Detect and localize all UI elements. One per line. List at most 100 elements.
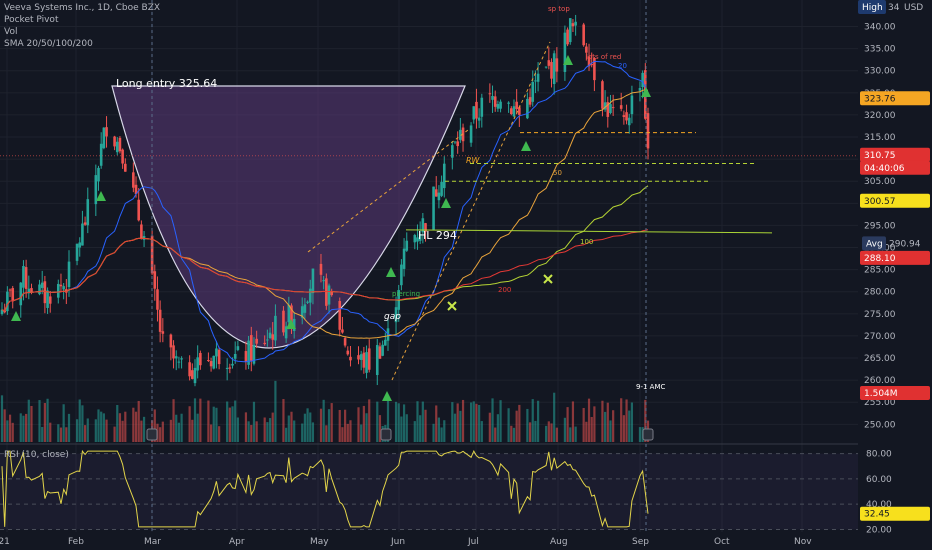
- candle-body: [362, 352, 366, 368]
- volume-bar: [137, 400, 140, 442]
- sma100-label: 100: [580, 238, 594, 246]
- volume-bar: [0, 395, 4, 442]
- sma50-price-badge: 323.76: [864, 94, 896, 104]
- volume-bar: [547, 421, 550, 442]
- y-tick-label: 320.00: [864, 111, 896, 121]
- price-badges: High 34 USD 323.76 310.75 04:40:06 300.57 Avg 29…: [858, 0, 930, 521]
- candle-body: [225, 367, 229, 370]
- volume-bar: [419, 415, 422, 442]
- volume-bar: [612, 410, 615, 442]
- volume-bar: [244, 412, 248, 442]
- volume-bar: [132, 407, 135, 442]
- volume-bar: [62, 404, 65, 442]
- indicator-pocket-pivot[interactable]: Pocket Pivot: [4, 15, 59, 25]
- volume-bar: [287, 415, 290, 442]
- volume-bar: [25, 413, 28, 442]
- candle-body: [571, 23, 575, 27]
- candle-body: [124, 163, 127, 172]
- rsi-line: [1, 449, 649, 528]
- candle-body: [249, 335, 253, 361]
- volume-bar: [368, 399, 371, 442]
- volume-bar: [413, 421, 416, 442]
- candle-body: [327, 285, 331, 305]
- volume-bar: [349, 420, 352, 442]
- candle-body: [625, 112, 628, 121]
- x-tick-label: Apr: [229, 537, 245, 547]
- countdown-badge: 04:40:06: [864, 164, 905, 174]
- candle-body: [499, 101, 502, 109]
- volume-bar: [563, 417, 567, 442]
- indicator-sma[interactable]: SMA 20/50/100/200: [4, 39, 93, 49]
- volume-bar: [161, 421, 164, 442]
- volume-bar: [507, 408, 510, 442]
- candle-body: [290, 305, 293, 328]
- volume-bar: [365, 413, 368, 442]
- volume-bar: [301, 423, 304, 442]
- y-tick-label: 265.00: [864, 354, 896, 364]
- rsi-tick-label: 60.00: [866, 475, 892, 485]
- candle-body: [244, 351, 248, 362]
- sma200-price-badge: 288.10: [864, 254, 896, 264]
- volume-bar: [226, 401, 229, 442]
- candle-body: [207, 359, 210, 361]
- candle-body: [56, 283, 60, 298]
- rsi-tick-label: 80.00: [866, 450, 892, 460]
- x-tick-label: Oct: [714, 537, 730, 547]
- symbol-title[interactable]: Veeva Systems Inc., 1D, Cboe BZX: [4, 3, 161, 13]
- volume-bar: [571, 401, 575, 442]
- currency-label: USD: [904, 3, 923, 13]
- candle-body: [384, 339, 387, 346]
- volume-bar: [49, 422, 52, 442]
- x-tick-label: Mar: [144, 537, 161, 547]
- rsi-value-badge-bg: [860, 506, 930, 521]
- volume-bar: [207, 400, 210, 442]
- volume-bar: [153, 409, 156, 442]
- candle-body: [646, 113, 650, 149]
- volume-bar: [209, 424, 213, 442]
- candle-body: [113, 136, 116, 147]
- candle-body: [609, 104, 612, 114]
- candle-body: [378, 346, 382, 359]
- candle-body: [442, 163, 446, 189]
- y-tick-label: 250.00: [864, 420, 896, 430]
- volume-bar: [405, 414, 408, 442]
- volume-bar: [41, 426, 44, 442]
- candle-body: [536, 73, 540, 82]
- volume-bar: [400, 416, 403, 442]
- volume-bar: [199, 398, 202, 442]
- rsi-legend[interactable]: RSI (10, close): [4, 450, 69, 460]
- volume-bar: [231, 406, 234, 442]
- volume-bar: [628, 410, 631, 442]
- volume-bar: [100, 411, 103, 442]
- candle-body: [158, 309, 162, 332]
- volume-bar: [327, 409, 331, 442]
- candle-body: [375, 345, 379, 375]
- volume-badge: 1.504M: [864, 389, 898, 399]
- candle-body: [287, 304, 291, 323]
- volume-bar: [19, 413, 22, 442]
- candle-body: [319, 263, 323, 275]
- candle-body: [394, 307, 398, 323]
- volume-bar: [341, 427, 344, 442]
- volume-bar: [134, 411, 138, 442]
- rsi-value-badge: 32.45: [864, 510, 890, 520]
- indicator-vol[interactable]: Vol: [4, 27, 18, 37]
- volume-bar: [75, 419, 79, 442]
- candle-body: [217, 349, 221, 365]
- sma200-label: 200: [498, 286, 512, 294]
- volume-bar: [499, 400, 502, 442]
- volume-bar: [620, 398, 623, 442]
- volume-bar: [247, 421, 250, 442]
- candle-body: [81, 223, 84, 246]
- candle-body: [169, 334, 173, 348]
- candle-body: [30, 288, 33, 293]
- volume-bar: [234, 400, 237, 442]
- candle-body: [292, 318, 296, 331]
- pocket-pivot-marker: [386, 267, 396, 277]
- candle-body: [534, 80, 537, 82]
- volume-bar: [102, 413, 105, 442]
- volume-bar: [250, 424, 253, 442]
- volume-bar: [362, 405, 365, 442]
- candle-body: [437, 192, 441, 201]
